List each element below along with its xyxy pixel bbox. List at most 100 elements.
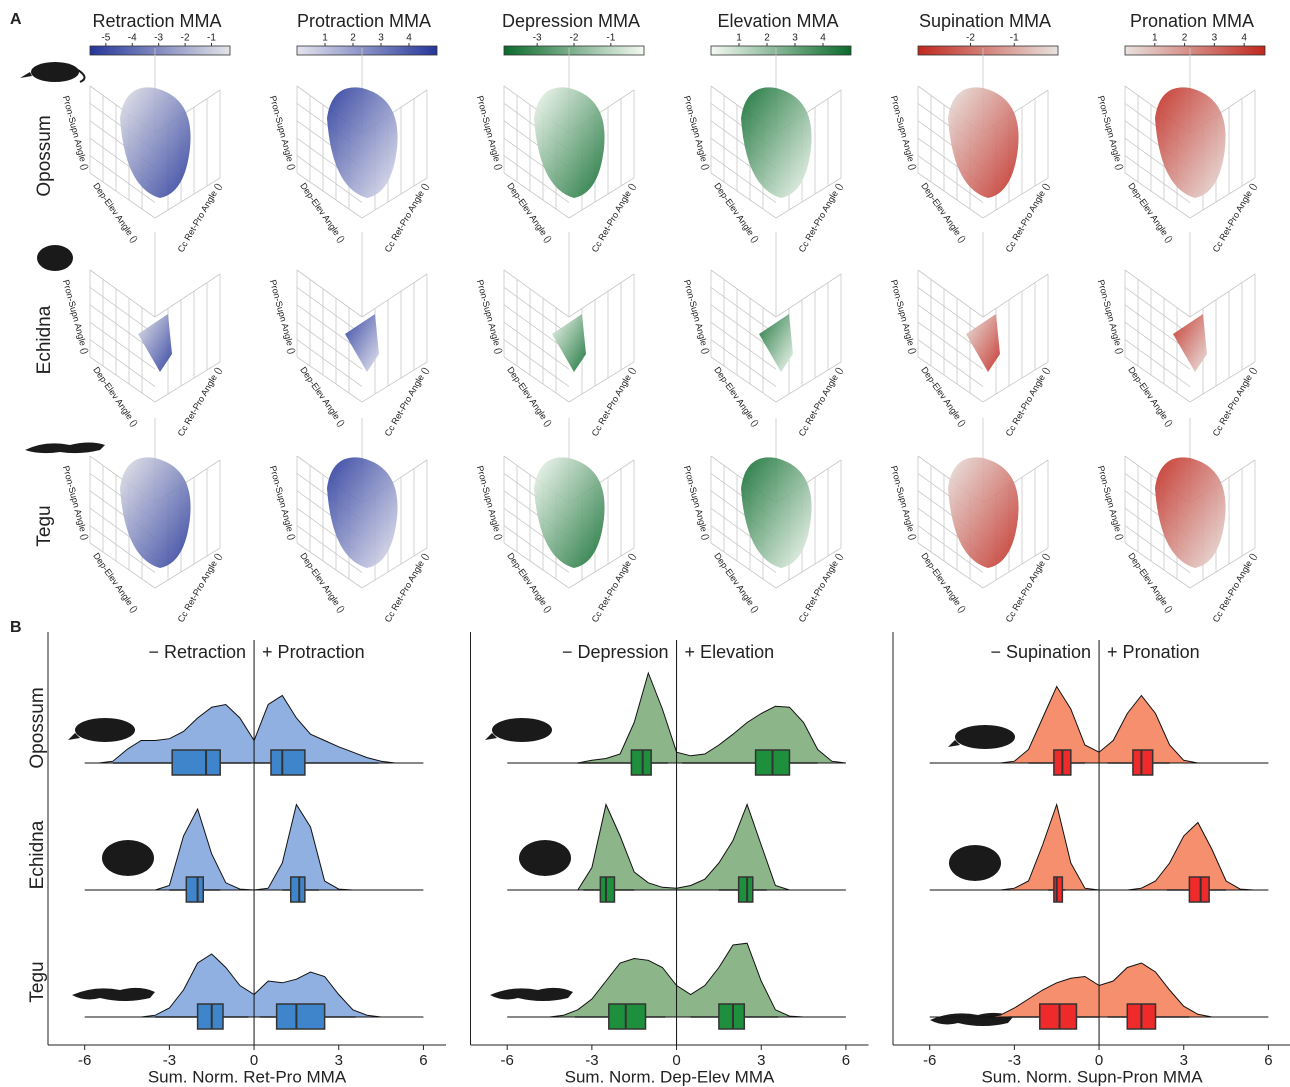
chart-title: Supination MMA [919,11,1051,31]
colorbar [90,46,230,55]
axis-label: Pron-Supn Angle () [61,95,90,172]
colorbar-tick-label: -1 [606,33,615,44]
axis-edge [983,274,1048,317]
x-tick-label: 6 [419,1052,427,1069]
colorbar-tick-label: -2 [181,33,190,44]
axis-label: Pron-Supn Angle () [1096,465,1125,542]
x-tick-label: -3 [1008,1052,1021,1069]
chart-title: Protraction MMA [297,11,431,31]
axis-label: Pron-Supn Angle () [1096,279,1125,356]
axis-label: Cc Ret-Pro Angle () [797,551,845,624]
x-tick-label: -3 [163,1052,176,1069]
axis-label: Cc Ret-Pro Angle () [1004,551,1052,624]
point-cloud [948,457,1019,568]
colorbar-tick-label: -1 [207,33,216,44]
axis-label: Pron-Supn Angle () [682,465,711,542]
colorbar [1125,46,1265,55]
pane-grid [1125,287,1190,334]
box [631,750,651,775]
point-cloud [534,87,605,198]
colorbar-tick-label: 4 [406,33,412,44]
pane-grid [918,287,983,334]
axes-3d [297,232,427,402]
point-cloud [327,457,398,568]
figure: A B Retraction MMA-5-4-3-2-1OpossumPron-… [0,0,1290,1087]
point-cloud [1155,457,1226,568]
x-axis-label: Sum. Norm. Dep-Elev MMA [565,1067,775,1086]
axis-edge [569,274,634,317]
axis-label: Pron-Supn Angle () [475,279,504,356]
axis-label: Cc Ret-Pro Angle () [590,365,638,438]
box [1054,877,1062,902]
axis-edge [918,270,983,317]
chart-title: Elevation MMA [717,11,838,31]
annotation: + Protraction [262,642,365,662]
axis-label: Pron-Supn Angle () [61,279,90,356]
box [1040,1004,1077,1029]
axis-label: Cc Ret-Pro Angle () [176,365,224,438]
x-tick-label: 0 [1095,1052,1103,1069]
x-tick-label: -6 [923,1052,936,1069]
box [186,877,203,902]
colorbar-tick-label: 1 [1152,33,1158,44]
x-tick-label: -3 [585,1052,598,1069]
axis-edge [1125,270,1190,317]
axis-label: Cc Ret-Pro Angle () [590,551,638,624]
annotation: + Elevation [685,642,775,662]
axis-edge [1190,274,1255,317]
chart-title: Retraction MMA [92,11,221,31]
axis-edge [297,270,362,317]
colorbar-tick-label: 3 [1212,33,1218,44]
axes-3d [711,232,841,402]
colorbar-tick-label: 3 [792,33,798,44]
pane-grid [90,287,155,334]
axis-label: Pron-Supn Angle () [61,465,90,542]
chart-title: Depression MMA [502,11,640,31]
colorbar [297,46,437,55]
annotation: − Supination [990,642,1091,662]
colorbar-tick-label: -2 [570,33,579,44]
x-tick-label: 3 [1180,1052,1188,1069]
colorbar-tick-label: -4 [128,33,137,44]
box [172,750,220,775]
axis-label: Cc Ret-Pro Angle () [797,365,845,438]
axis-label: Cc Ret-Pro Angle () [797,181,845,254]
colorbar [918,46,1058,55]
point-cloud [741,87,812,198]
axes-3d [1125,232,1255,402]
axis-label: Cc Ret-Pro Angle () [1004,365,1052,438]
box [277,1004,325,1029]
pane-grid [504,287,569,334]
axis-label: Cc Ret-Pro Angle () [1211,365,1259,438]
axis-label: Pron-Supn Angle () [475,95,504,172]
annotation: − Retraction [148,642,246,662]
axis-label: Cc Ret-Pro Angle () [176,181,224,254]
axis-edge [362,274,427,317]
x-axis-label: Sum. Norm. Supn-Pron MMA [981,1067,1203,1086]
x-axis-label: Sum. Norm. Ret-Pro MMA [148,1067,347,1086]
pane-grid [297,287,362,334]
colorbar-tick-label: 2 [764,33,770,44]
axis-label: Pron-Supn Angle () [889,95,918,172]
row-label: Tegu [34,505,55,546]
box [1189,877,1209,902]
x-tick-label: 3 [335,1052,343,1069]
axis-label: Cc Ret-Pro Angle () [1211,551,1259,624]
box [1133,750,1153,775]
silhouettes [20,62,105,453]
axis-edge [155,274,220,317]
point-cloud [741,457,812,568]
axis-label: Cc Ret-Pro Angle () [176,551,224,624]
x-tick-label: -6 [501,1052,514,1069]
panel-label: B [10,619,22,636]
box [609,1004,646,1029]
colorbar-tick-label: -5 [101,33,110,44]
axis-edge [504,270,569,317]
annotation: + Pronation [1107,642,1200,662]
axis-label: Pron-Supn Angle () [268,95,297,172]
box [198,1004,223,1029]
box [719,1004,744,1029]
axis-label: Pron-Supn Angle () [475,465,504,542]
point-cloud [120,87,191,198]
box [739,877,753,902]
